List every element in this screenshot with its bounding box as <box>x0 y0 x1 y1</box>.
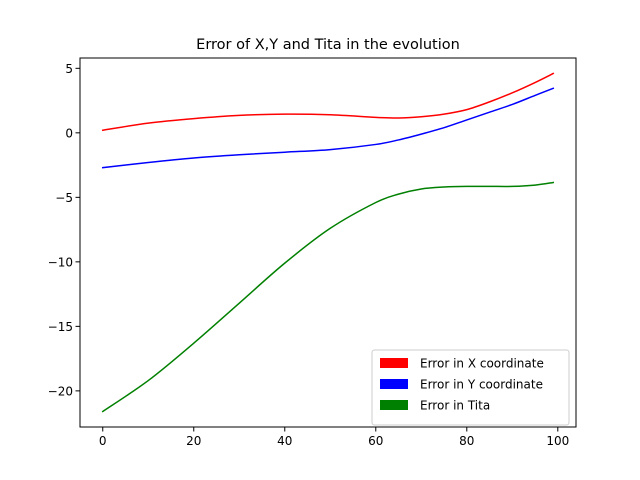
x-axis: 0 20 40 60 80 100 <box>99 427 569 448</box>
y-tick-label: 5 <box>65 62 73 76</box>
x-tick-label: 80 <box>459 434 474 448</box>
legend-label-error-in-y-coordinate: Error in Y coordinate <box>420 378 543 392</box>
series-line-error-in-x-coordinate <box>101 72 555 132</box>
legend-swatch-error-in-y-coordinate <box>380 379 408 389</box>
y-tick-label: −5 <box>55 191 73 205</box>
series-line-error-in-tita <box>101 181 555 413</box>
y-axis: 5 0 −5 −10 −15 −20 <box>48 62 80 398</box>
chart-title: Error of X,Y and Tita in the evolution <box>196 37 460 53</box>
y-tick-label: −20 <box>48 384 73 398</box>
legend: Error in X coordinate Error in Y coordina… <box>371 349 570 426</box>
legend-label-error-in-x-coordinate: Error in X coordinate <box>420 357 544 371</box>
x-tick-label: 20 <box>186 434 201 448</box>
legend-swatch-error-in-x-coordinate <box>380 358 408 368</box>
plot-area-frame <box>79 57 577 428</box>
y-tick-label: −15 <box>48 320 73 334</box>
legend-swatch-error-in-tita <box>380 400 408 410</box>
series-line-error-in-y-coordinate <box>101 87 555 169</box>
x-tick-label: 40 <box>277 434 292 448</box>
legend-frame <box>371 349 570 426</box>
y-tick-label: −10 <box>48 255 73 269</box>
y-tick-label: 0 <box>65 126 73 140</box>
x-tick-label: 0 <box>99 434 107 448</box>
x-tick-label: 60 <box>368 434 383 448</box>
legend-label-error-in-tita: Error in Tita <box>420 399 490 413</box>
x-tick-label: 100 <box>546 434 569 448</box>
series-layer <box>101 72 555 413</box>
